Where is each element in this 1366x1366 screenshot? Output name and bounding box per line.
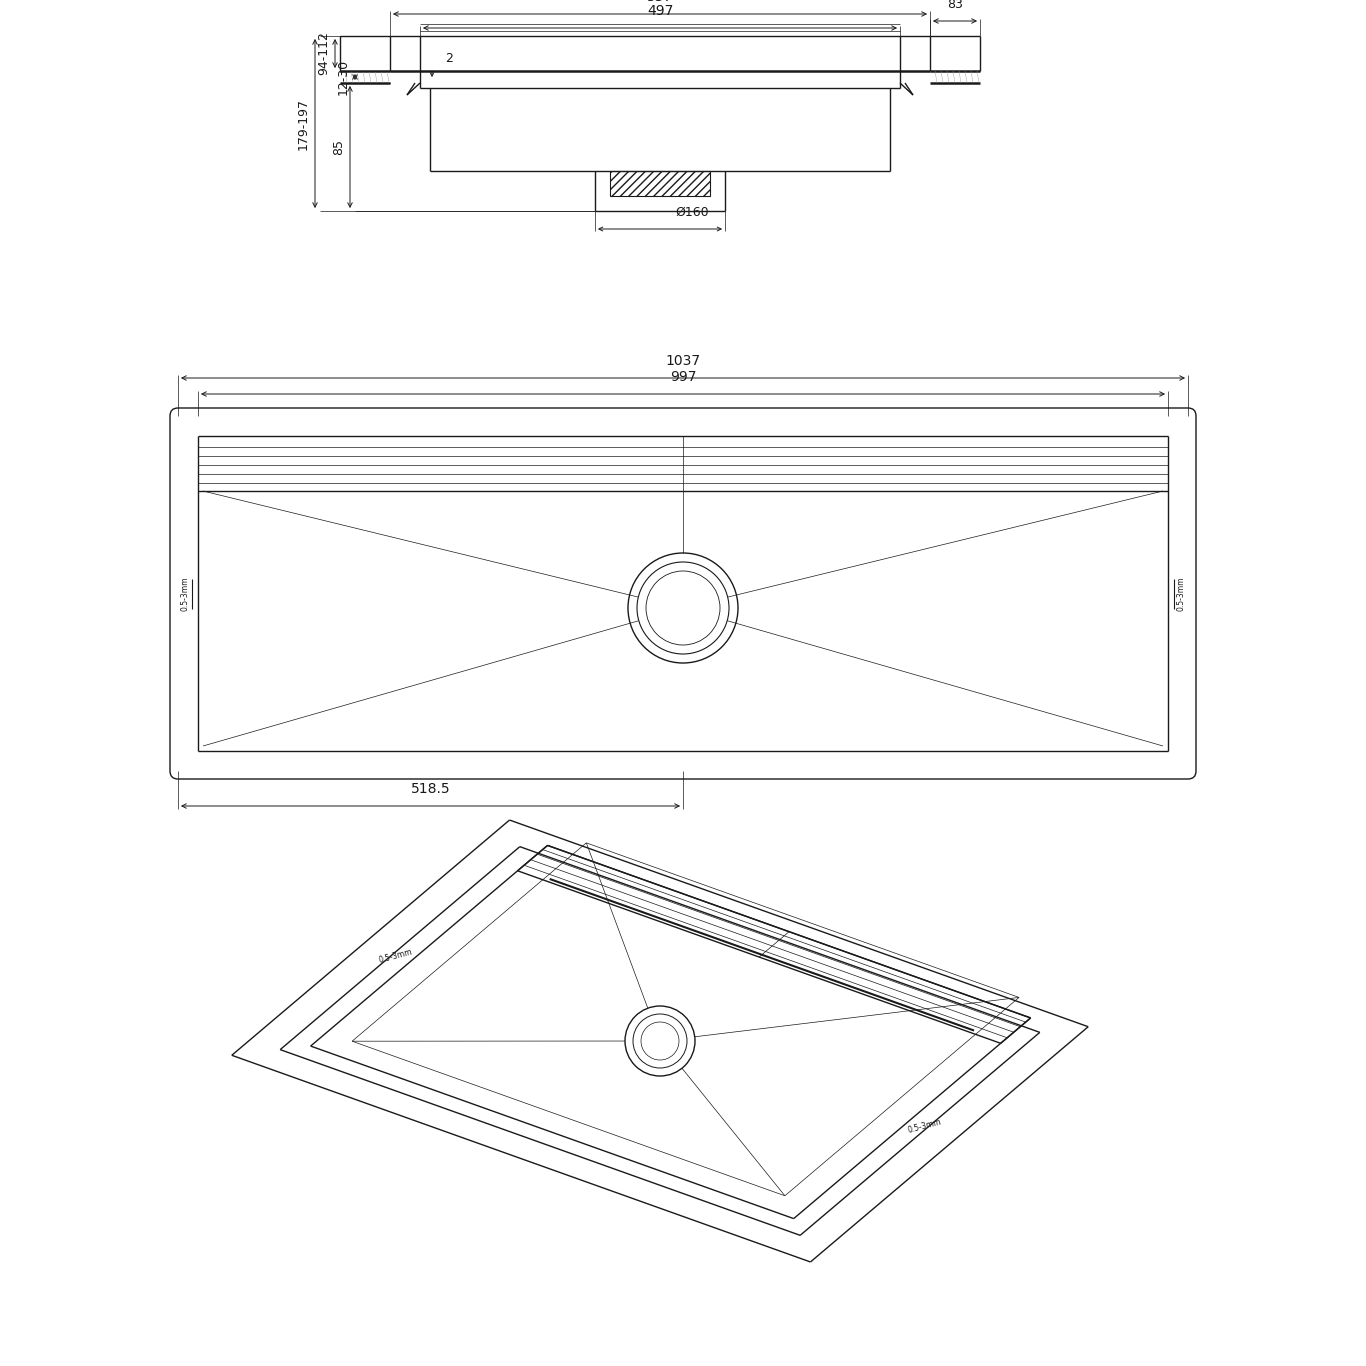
Text: 12-30: 12-30 — [337, 59, 350, 96]
Text: 2: 2 — [445, 52, 454, 64]
Text: 0.5-3mm: 0.5-3mm — [377, 947, 413, 964]
Text: 1037: 1037 — [665, 354, 701, 367]
Text: 94-112: 94-112 — [317, 31, 331, 75]
Text: 179-197: 179-197 — [296, 97, 310, 149]
Text: 0.5-3mm: 0.5-3mm — [1176, 576, 1184, 611]
Text: 85: 85 — [332, 139, 346, 154]
Text: 0.5-3mm: 0.5-3mm — [907, 1117, 943, 1135]
Text: 497: 497 — [647, 4, 673, 18]
Bar — [611, 171, 710, 195]
Text: 537: 537 — [647, 0, 673, 4]
Circle shape — [626, 1005, 695, 1076]
Text: 83: 83 — [947, 0, 963, 11]
Text: Ø160: Ø160 — [675, 206, 709, 219]
Text: 518.5: 518.5 — [411, 781, 451, 796]
Text: 0.5-3mm: 0.5-3mm — [182, 576, 190, 611]
Text: 997: 997 — [669, 370, 697, 384]
Circle shape — [637, 561, 729, 654]
